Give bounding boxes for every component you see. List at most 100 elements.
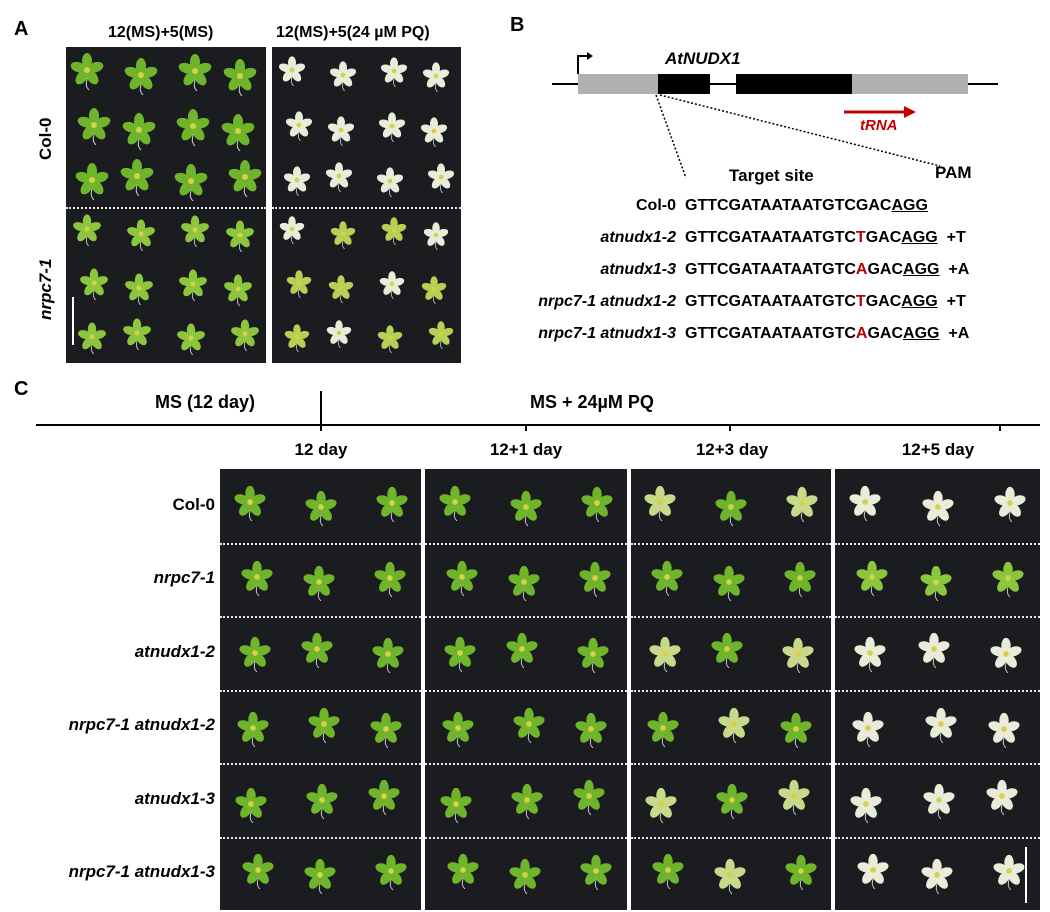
seedling-icon bbox=[278, 56, 305, 86]
seedling bbox=[983, 777, 1027, 821]
seedling bbox=[915, 630, 959, 674]
panel-a-letter: A bbox=[14, 18, 29, 40]
row-divider bbox=[835, 689, 1040, 692]
seedling bbox=[853, 558, 897, 602]
promoter-arrow-icon bbox=[577, 55, 590, 74]
row-divider bbox=[631, 616, 831, 618]
row-divider bbox=[66, 207, 266, 209]
seedling bbox=[119, 110, 163, 154]
seedling-icon bbox=[330, 221, 356, 250]
seedling-icon bbox=[422, 276, 447, 305]
seedling bbox=[987, 635, 1031, 679]
row-divider bbox=[631, 542, 831, 545]
seedling-icon bbox=[179, 269, 207, 302]
scale-bar bbox=[1025, 847, 1027, 903]
pam-label: PAM bbox=[935, 163, 972, 182]
seedling bbox=[77, 266, 121, 310]
seedling bbox=[376, 110, 420, 154]
day-label-2: 12+3 day bbox=[695, 440, 769, 459]
scale-bar bbox=[72, 297, 74, 345]
seedling-icon bbox=[367, 779, 400, 816]
seedling bbox=[238, 558, 282, 602]
sequence-text: GTTCGATAATAATGTCTGACAGG +T bbox=[685, 293, 966, 311]
seedling-icon bbox=[124, 57, 158, 96]
seedling-icon bbox=[579, 562, 611, 598]
genotype-label: atnudx1-2 bbox=[134, 641, 215, 661]
seedling bbox=[303, 781, 347, 825]
inserted-base: A bbox=[855, 261, 868, 278]
seedling bbox=[176, 267, 220, 311]
seedling bbox=[124, 217, 168, 261]
seedling-icon bbox=[238, 636, 271, 673]
seedling bbox=[326, 273, 370, 317]
genotype-label: nrpc7-1 atnudx1-2 bbox=[68, 715, 215, 735]
seedling bbox=[783, 484, 827, 528]
seedling bbox=[120, 316, 164, 360]
sequence-rest: GAC bbox=[865, 293, 902, 310]
panel-a-photo-ms bbox=[66, 47, 266, 363]
seedling-icon bbox=[718, 708, 750, 744]
seedling-icon bbox=[373, 562, 406, 598]
utr-5 bbox=[578, 74, 658, 94]
seedling-icon bbox=[716, 783, 748, 820]
seedling bbox=[283, 109, 327, 153]
seedling bbox=[282, 322, 326, 363]
seedling bbox=[441, 634, 485, 678]
seedling-icon bbox=[377, 325, 403, 354]
seedling bbox=[418, 115, 461, 159]
sequence-label: nrpc7-1 atnudx1-3 bbox=[538, 325, 676, 342]
seedling-icon bbox=[177, 323, 205, 356]
seedling-icon bbox=[241, 854, 274, 890]
seedling bbox=[985, 710, 1029, 754]
seedling-icon bbox=[924, 708, 957, 744]
seedling bbox=[174, 321, 218, 363]
seedling bbox=[221, 272, 265, 316]
panel-a-col-header-1: 12(MS)+5(MS) bbox=[108, 24, 214, 41]
sequence-text: GTTCGATAATAATGTCGACAGG bbox=[685, 197, 928, 215]
seedling-icon bbox=[921, 490, 954, 527]
seedling-icon bbox=[993, 855, 1025, 891]
sequence-label: nrpc7-1 atnudx1-2 bbox=[538, 293, 676, 310]
seedling-icon bbox=[122, 113, 156, 151]
seedling-icon bbox=[371, 637, 404, 674]
seedling-icon bbox=[986, 779, 1018, 816]
seedling-icon bbox=[176, 109, 210, 147]
sequence-prefix: GTTCGATAATAATGTC bbox=[685, 229, 856, 246]
seedling-icon bbox=[379, 271, 405, 300]
genotype-label: nrpc7-1 atnudx1-3 bbox=[68, 862, 215, 882]
seedling-icon bbox=[994, 486, 1026, 523]
target-site-label: Target site bbox=[729, 166, 814, 185]
seedling bbox=[775, 777, 819, 821]
row-divider bbox=[425, 763, 627, 765]
seedling-icon bbox=[221, 114, 255, 152]
insertion-note: +T bbox=[937, 293, 966, 310]
seedling bbox=[922, 705, 966, 749]
seedling bbox=[379, 215, 423, 259]
row-divider bbox=[425, 616, 627, 618]
seedling bbox=[782, 852, 826, 896]
pam-sequence: AGG bbox=[903, 325, 940, 342]
seedling bbox=[570, 777, 614, 821]
panel-c-letter: C bbox=[14, 378, 29, 400]
seedling-icon bbox=[856, 561, 888, 597]
insertion-note: +T bbox=[937, 229, 966, 246]
seedling bbox=[649, 851, 693, 895]
seedling bbox=[323, 160, 367, 204]
seedling bbox=[277, 214, 321, 258]
sequence-rest: GAC bbox=[865, 229, 902, 246]
seedling-icon bbox=[123, 318, 151, 351]
row-divider bbox=[425, 542, 627, 545]
seedling-icon bbox=[423, 62, 450, 92]
seedling bbox=[220, 56, 264, 100]
inserted-base: T bbox=[855, 229, 866, 246]
seedling-icon bbox=[513, 708, 545, 744]
trna-label: tRNA bbox=[860, 117, 898, 134]
seedling-icon bbox=[573, 779, 605, 816]
sequence-text: GTTCGATAATAATGTCTGACAGG +T bbox=[685, 229, 966, 247]
seedling-icon bbox=[226, 220, 254, 253]
seedling bbox=[641, 483, 685, 527]
genotype-label: nrpc7-1 bbox=[153, 568, 215, 588]
row-divider bbox=[220, 542, 421, 545]
seedling bbox=[991, 484, 1035, 528]
seedling bbox=[225, 157, 266, 201]
